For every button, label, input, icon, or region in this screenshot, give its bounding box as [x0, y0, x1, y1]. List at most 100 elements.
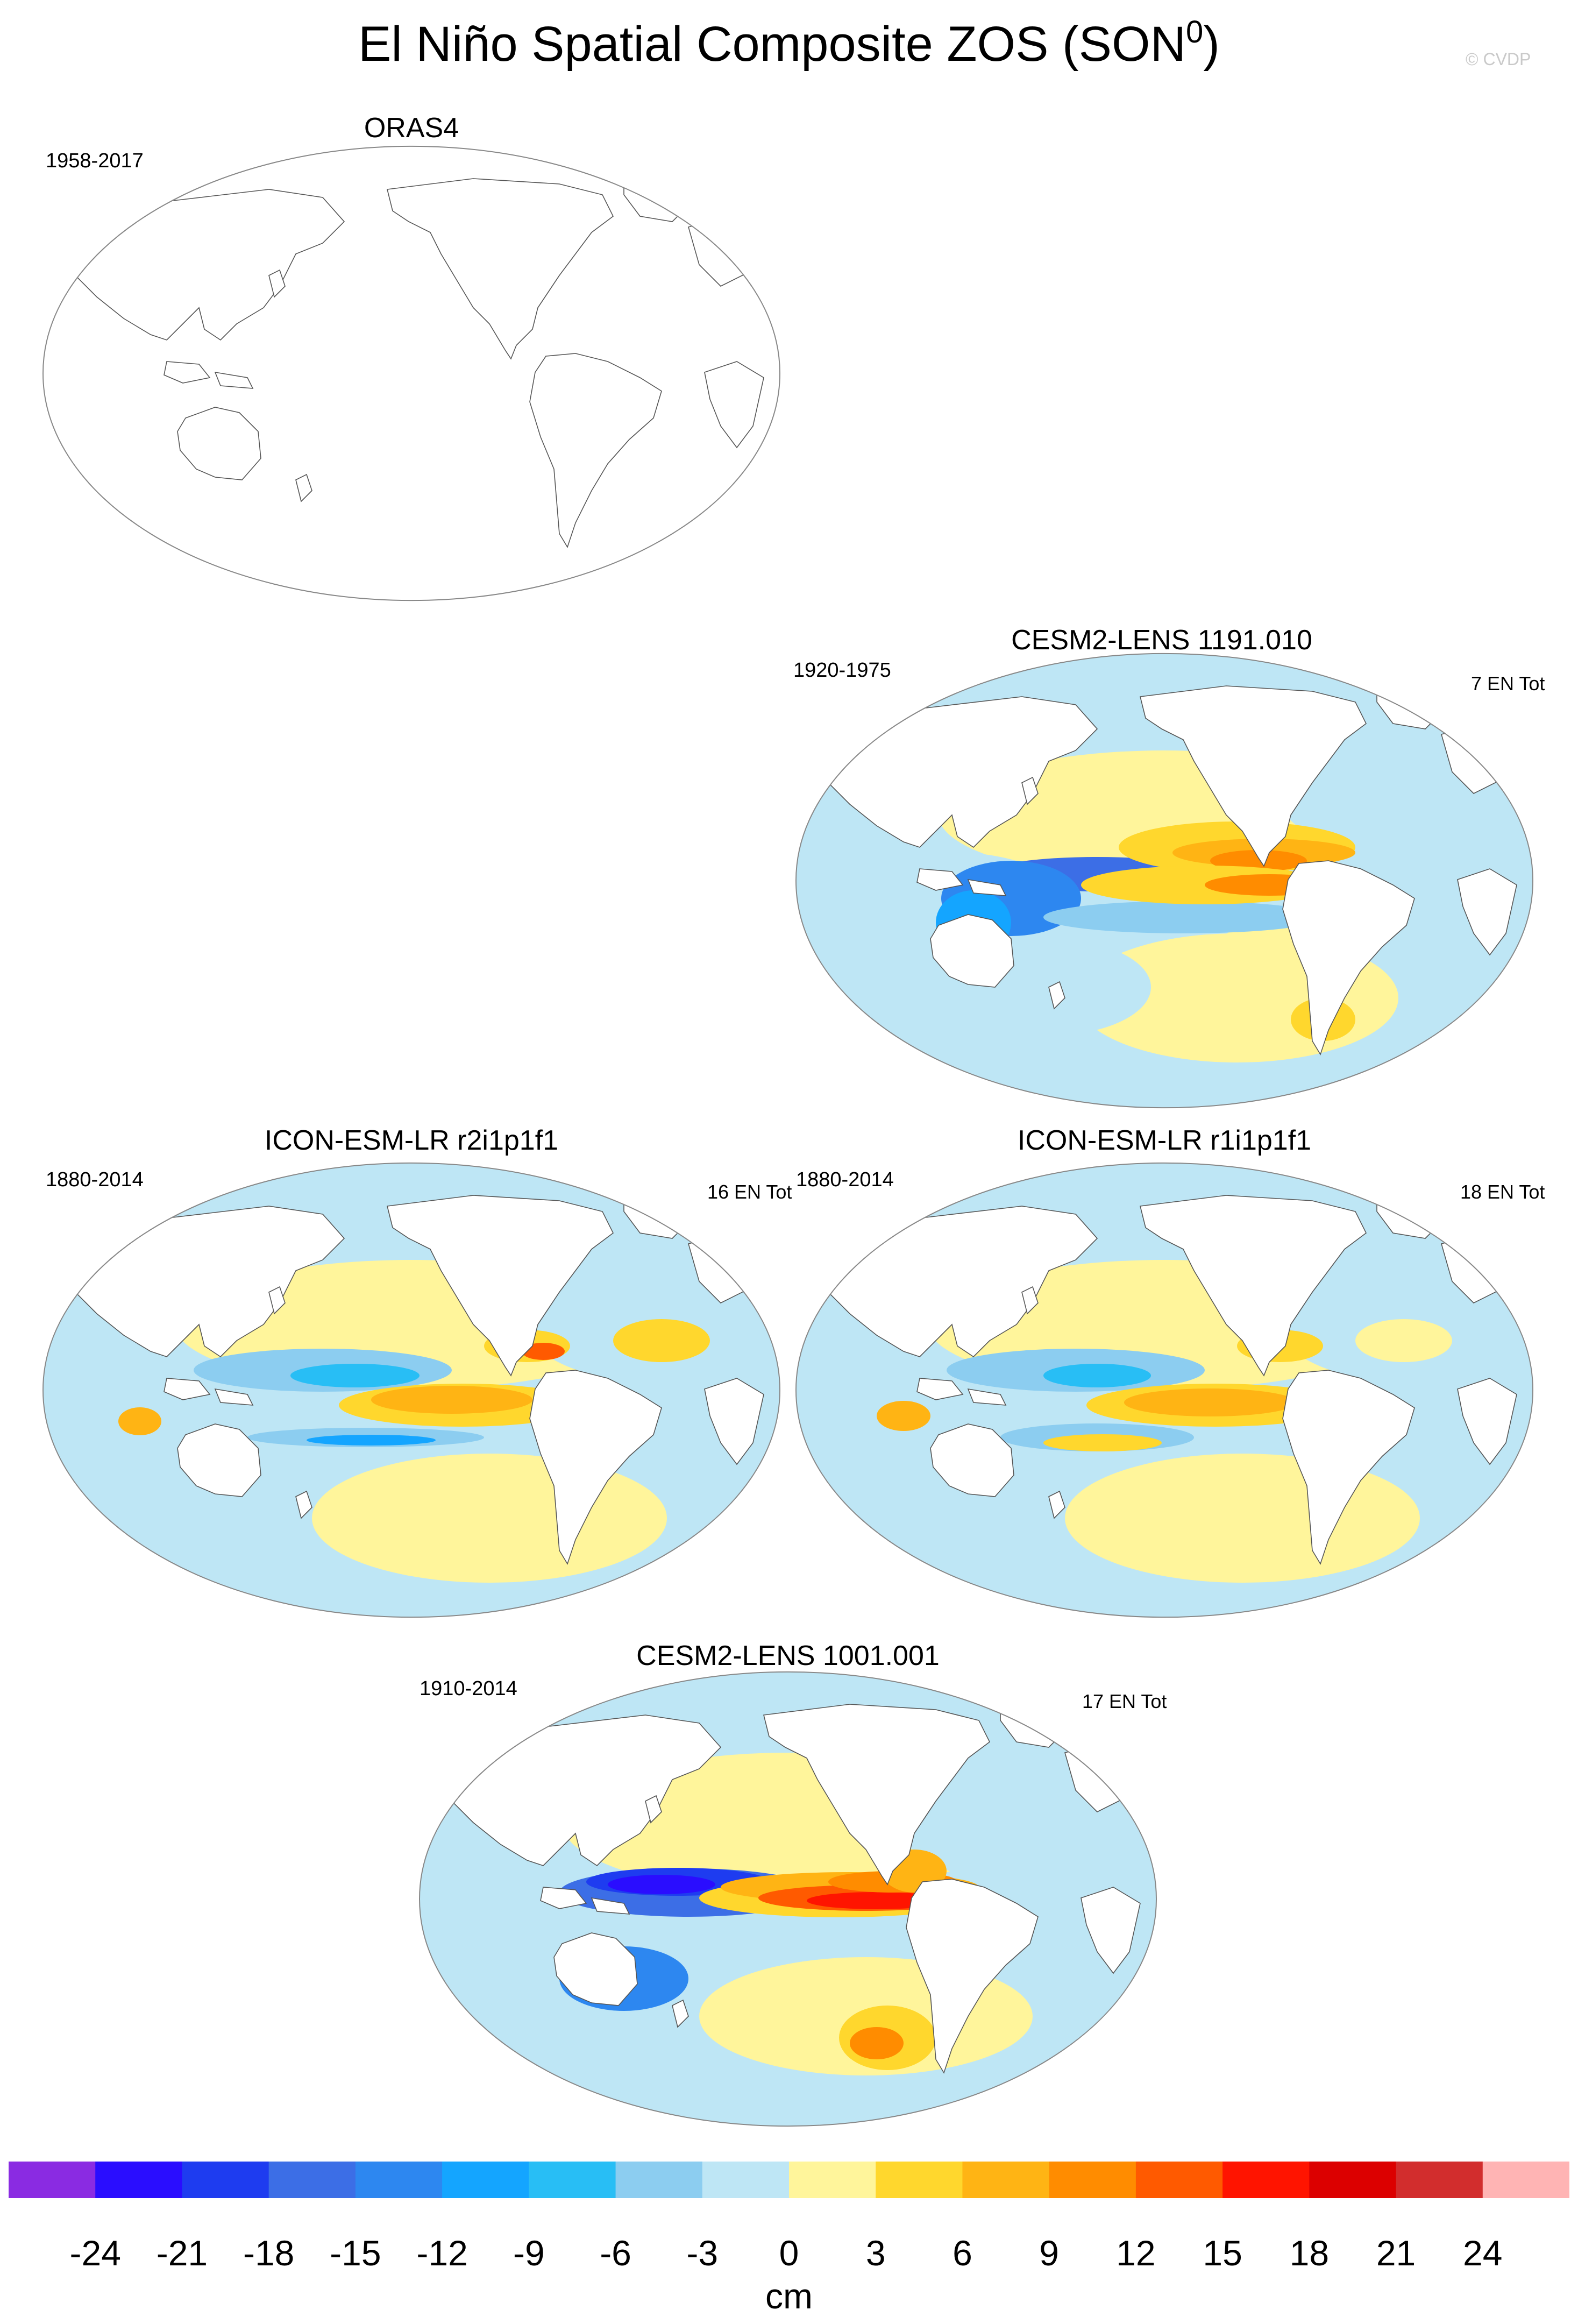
landmass-north-america: [387, 178, 614, 360]
anomaly-contour: [1043, 1364, 1151, 1387]
colorbar-swatch: [1135, 2162, 1223, 2198]
map-boundary: [795, 653, 1534, 1108]
landmass-nz: [1048, 981, 1065, 1010]
landmass-australia: [930, 914, 1014, 988]
colorbar-tick-label: 3: [865, 2233, 886, 2273]
panel-count-icon-r1: 18 EN Tot: [1460, 1181, 1545, 1203]
colorbar-tick-label: -18: [243, 2233, 295, 2273]
colorbar: [9, 2162, 1569, 2198]
landmass-japan: [645, 1795, 662, 1824]
landmass-south-america: [1282, 1370, 1415, 1565]
map-boundary: [42, 1163, 781, 1618]
colorbar-swatch: [615, 2162, 703, 2198]
landmass-australia: [177, 1423, 261, 1497]
colorbar-tick-label: -6: [600, 2233, 631, 2273]
anomaly-contour: [613, 1319, 710, 1362]
colorbar-swatch: [529, 2162, 616, 2198]
colorbar-swatch: [182, 2162, 269, 2198]
world-map-cesm2-1191: [795, 653, 1534, 1108]
colorbar-tick-label: 15: [1203, 2233, 1242, 2273]
anomaly-contour: [290, 1364, 420, 1387]
panel-count-cesm2-1191: 7 EN Tot: [1471, 672, 1545, 695]
map-boundary: [795, 1163, 1534, 1618]
landmass-indonesia: [916, 1378, 1007, 1406]
colorbar-tick-label: 12: [1116, 2233, 1156, 2273]
landmass-africa-edge: [1457, 868, 1517, 956]
landmass-south-america: [529, 353, 662, 548]
colorbar-swatch: [1396, 2162, 1483, 2198]
anomaly-contour: [877, 1401, 930, 1431]
map-field: [796, 654, 1533, 1108]
colorbar-tick-label: 21: [1376, 2233, 1416, 2273]
map-field: [420, 1672, 1156, 2126]
landmass-japan: [1021, 776, 1039, 805]
map-boundary: [42, 146, 781, 601]
landmass-nz: [295, 1490, 312, 1519]
panel-years-icon-r1: 1880-2014: [796, 1168, 894, 1191]
landmass-south-america: [906, 1879, 1039, 2074]
world-map-cesm2-1001: [418, 1671, 1157, 2127]
world-map-oras4: [42, 146, 781, 601]
landmass-south-america: [1282, 860, 1415, 1055]
landmass-australia: [930, 1423, 1014, 1497]
colorbar-tick-label: 9: [1039, 2233, 1060, 2273]
world-map-icon-r1: [795, 1163, 1534, 1618]
figure-title: El Niño Spatial Composite ZOS (SON0): [358, 15, 1220, 72]
anomaly-contour: [850, 2027, 904, 2059]
panel-title-cesm2-1191: CESM2-LENS 1191.010: [1011, 625, 1312, 656]
anomaly-contour: [1210, 850, 1307, 872]
anomaly-contour: [118, 1407, 161, 1435]
anomaly-contour: [1043, 901, 1323, 933]
landmass-indonesia: [164, 1378, 254, 1406]
panel-years-cesm2-1001: 1910-2014: [420, 1677, 517, 1700]
landmass-africa-edge: [704, 361, 764, 449]
map-field: [43, 146, 780, 600]
landmass-indonesia: [540, 1887, 630, 1915]
colorbar-swatch: [789, 2162, 876, 2198]
panel-title-icon-r1: ICON-ESM-LR r1i1p1f1: [1017, 1125, 1312, 1156]
panel-years-oras4: 1958-2017: [46, 150, 144, 172]
landmass-africa-edge: [1081, 1887, 1141, 1974]
cvdp-watermark: © CVDP: [1466, 49, 1531, 69]
colorbar-tick-label: 0: [779, 2233, 799, 2273]
colorbar-swatch: [1049, 2162, 1136, 2198]
panel-count-icon-r2: 16 EN Tot: [707, 1181, 792, 1203]
panel-title-cesm2-1001: CESM2-LENS 1001.001: [636, 1640, 940, 1671]
colorbar-tick-label: -15: [330, 2233, 381, 2273]
colorbar-tick-label: -24: [69, 2233, 121, 2273]
panel-count-cesm2-1001: 17 EN Tot: [1082, 1690, 1167, 1712]
anomaly-contour: [371, 1386, 532, 1414]
panel-years-cesm2-1191: 1920-1975: [793, 659, 891, 682]
panel-title-icon-r2: ICON-ESM-LR r2i1p1f1: [264, 1125, 559, 1156]
colorbar-swatch: [876, 2162, 963, 2198]
colorbar-swatch: [1309, 2162, 1397, 2198]
landmass-japan: [268, 1286, 286, 1315]
landmass-nz: [672, 1999, 689, 2028]
landmass-indonesia: [164, 361, 254, 389]
landmass-nz: [295, 473, 312, 502]
landmass-africa-edge: [1457, 1378, 1517, 1465]
colorbar-tick-label: -12: [416, 2233, 468, 2273]
landmass-north-america: [1140, 1195, 1367, 1377]
landmass-nz: [1048, 1490, 1065, 1519]
anomaly-contour: [307, 1435, 436, 1446]
landmass-japan: [268, 269, 286, 298]
landmass-indonesia: [916, 868, 1007, 896]
colorbar-swatch: [962, 2162, 1050, 2198]
world-map-icon-r2: [42, 1163, 781, 1618]
panel-title-oras4: ORAS4: [364, 112, 459, 144]
landmass-north-america: [763, 1704, 991, 1886]
panel-years-icon-r2: 1880-2014: [46, 1168, 144, 1191]
map-boundary: [418, 1671, 1157, 2127]
landmass-africa-edge: [704, 1378, 764, 1465]
colorbar-tick-label: -21: [156, 2233, 208, 2273]
landmass-south-america: [529, 1370, 662, 1565]
colorbar-swatch: [702, 2162, 790, 2198]
landmass-north-america: [387, 1195, 614, 1377]
colorbar-tick-label: 6: [953, 2233, 972, 2273]
landmass-north-america: [1140, 685, 1367, 867]
colorbar-swatch: [268, 2162, 356, 2198]
colorbar-tick-label: -3: [686, 2233, 719, 2273]
colorbar-swatch: [442, 2162, 529, 2198]
map-field: [43, 1163, 780, 1617]
